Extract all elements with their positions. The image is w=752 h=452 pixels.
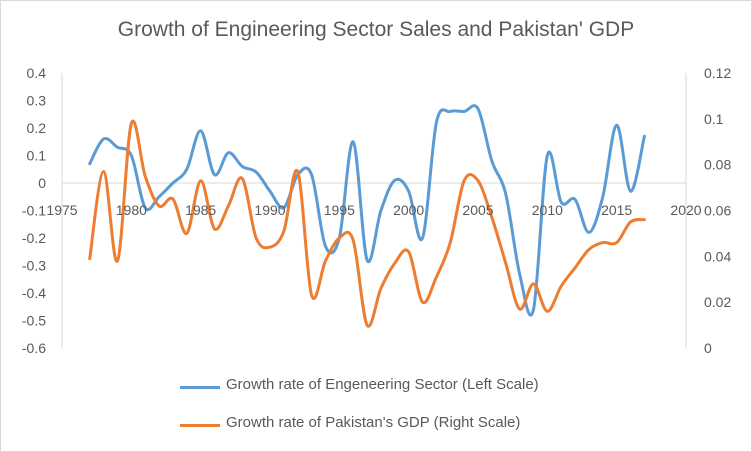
right-tick-label: 0.02 (704, 294, 731, 310)
series-line-engineering (88, 104, 646, 317)
x-tick-label: 1985 (185, 202, 216, 218)
left-tick-label: 0.2 (27, 120, 47, 136)
x-tick-label: 1990 (254, 202, 285, 218)
x-tick-label: 2015 (601, 202, 632, 218)
right-tick-label: 0.04 (704, 248, 731, 264)
x-tick-label: 1995 (324, 202, 355, 218)
x-tick-label: 1975 (46, 202, 77, 218)
legend-swatch-engineering (180, 386, 220, 389)
legend-label-engineering: Growth rate of Engeneering Sector (Left … (226, 376, 539, 393)
left-tick-label: -0.4 (22, 285, 46, 301)
right-tick-label: 0 (704, 340, 712, 356)
x-tick-label: 2005 (462, 202, 493, 218)
chart-title: Growth of Engineering Sector Sales and P… (117, 18, 635, 41)
legend-swatch-gdp (180, 424, 220, 427)
left-tick-label: -0.1 (22, 203, 46, 219)
right-tick-label: 0.1 (704, 111, 724, 127)
left-tick-label: -0.6 (22, 340, 46, 356)
left-tick-label: -0.3 (22, 258, 46, 274)
series-line-gdp (88, 119, 646, 328)
x-tick-label: 2000 (393, 202, 424, 218)
x-tick-label: 2010 (532, 202, 563, 218)
legend-item-gdp: Growth rate of Pakistan's GDP (Right Sca… (180, 414, 740, 438)
x-tick-label: 2020 (670, 202, 701, 218)
x-tick-label: 1980 (116, 202, 147, 218)
right-tick-label: 0.06 (704, 203, 731, 219)
left-tick-label: 0.1 (27, 148, 47, 164)
left-tick-label: -0.2 (22, 230, 46, 246)
legend-item-engineering: Growth rate of Engeneering Sector (Left … (180, 376, 740, 400)
left-tick-label: 0 (38, 175, 46, 191)
left-tick-label: 0.3 (27, 93, 47, 109)
left-tick-label: -0.5 (22, 313, 46, 329)
left-tick-label: 0.4 (27, 65, 47, 81)
right-tick-label: 0.12 (704, 65, 731, 81)
legend-label-gdp: Growth rate of Pakistan's GDP (Right Sca… (226, 414, 521, 431)
right-tick-label: 0.08 (704, 157, 731, 173)
